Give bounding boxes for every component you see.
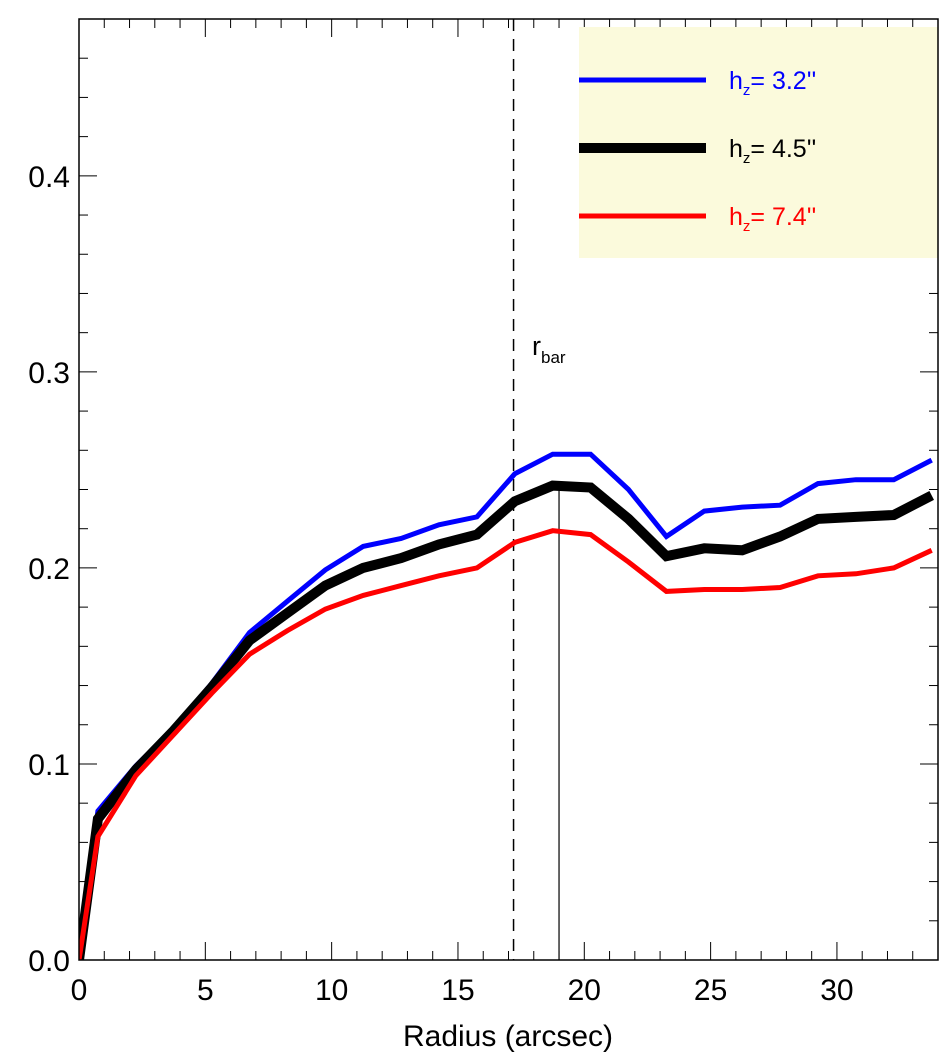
legend-box [579,27,938,258]
legend-label: hz= 7.4'' [729,203,816,235]
series-line [79,480,934,960]
legend-label-sub: z [743,218,751,235]
legend-label: hz= 4.5'' [729,135,816,167]
x-tick-label: 0 [71,974,88,1007]
x-tick-label: 15 [441,974,474,1007]
y-tick-label: 0.0 [28,945,70,978]
x-tick-label: 30 [820,974,853,1007]
x-tick-label: 20 [568,974,601,1007]
x-tick-label: 10 [315,974,348,1007]
series-lines [79,451,934,960]
legend-label-sub: z [743,150,751,167]
plot-frame [78,18,939,961]
rbar-label-sub: bar [541,348,566,367]
legend-label-value: = 4.5'' [750,135,816,163]
rbar-label: rbar [532,331,566,367]
tick-labels: 0 5 10 15 20 25 30 0.0 0.1 0.2 0.3 0.4 [28,161,853,1007]
y-tick-label: 0.4 [28,161,70,194]
plot-frame-rect [78,18,939,961]
legend-label: hz= 3.2'' [729,67,816,99]
x-axis-title: Radius (arcsec) [403,1020,613,1053]
legend-label-prefix: h [729,67,743,95]
series-line [79,528,933,960]
rbar-label-main: r [532,331,541,361]
x-tick-label: 5 [197,974,214,1007]
legend-label-prefix: h [729,203,743,231]
legend-label-prefix: h [729,135,743,163]
x-tick-label: 25 [694,974,727,1007]
y-tick-label: 0.3 [28,357,70,390]
legend-label-value: = 3.2'' [750,67,816,95]
legend-label-value: = 7.4'' [750,203,816,231]
y-tick-label: 0.1 [28,749,70,782]
y-tick-label: 0.2 [28,553,70,586]
legend-label-sub: z [743,82,751,99]
legend: hz= 3.2''hz= 4.5''hz= 7.4'' [579,27,938,258]
annotations: rbar [512,19,566,960]
